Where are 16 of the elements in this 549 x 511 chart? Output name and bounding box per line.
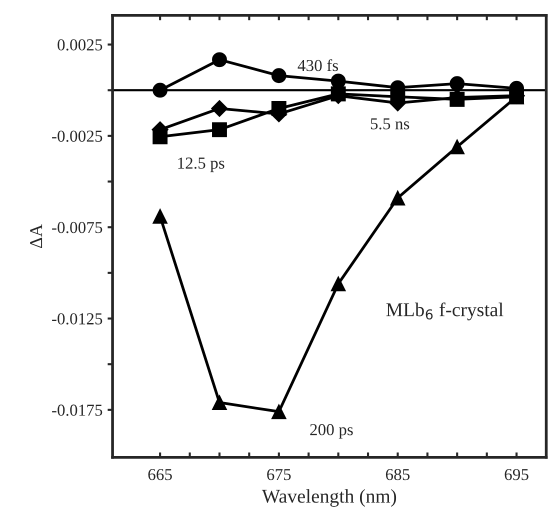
y-axis-title: ΔA	[30, 224, 42, 248]
x-tick-label: 685	[386, 468, 410, 480]
annotation: MLb$_{6}$ f-crystal	[386, 302, 504, 320]
x-tick-label: 665	[148, 468, 172, 480]
y-tick-label: -0.0075	[52, 222, 102, 234]
series-label: 430 fs	[298, 59, 338, 72]
series-label: 5.5 ns	[370, 118, 410, 130]
y-tick-label: -0.0175	[52, 404, 102, 416]
x-tick-label: 695	[504, 468, 528, 480]
x-axis-title: Wavelength (nm)	[262, 489, 396, 507]
y-tick-label: -0.0125	[52, 313, 102, 325]
x-tick-label: 675	[267, 468, 291, 480]
series-label: 12.5 ps	[178, 158, 224, 172]
series-label: 200 ps	[310, 424, 353, 439]
y-tick-label: -0.0025	[52, 130, 102, 142]
y-tick-label: 0.0025	[58, 39, 102, 51]
